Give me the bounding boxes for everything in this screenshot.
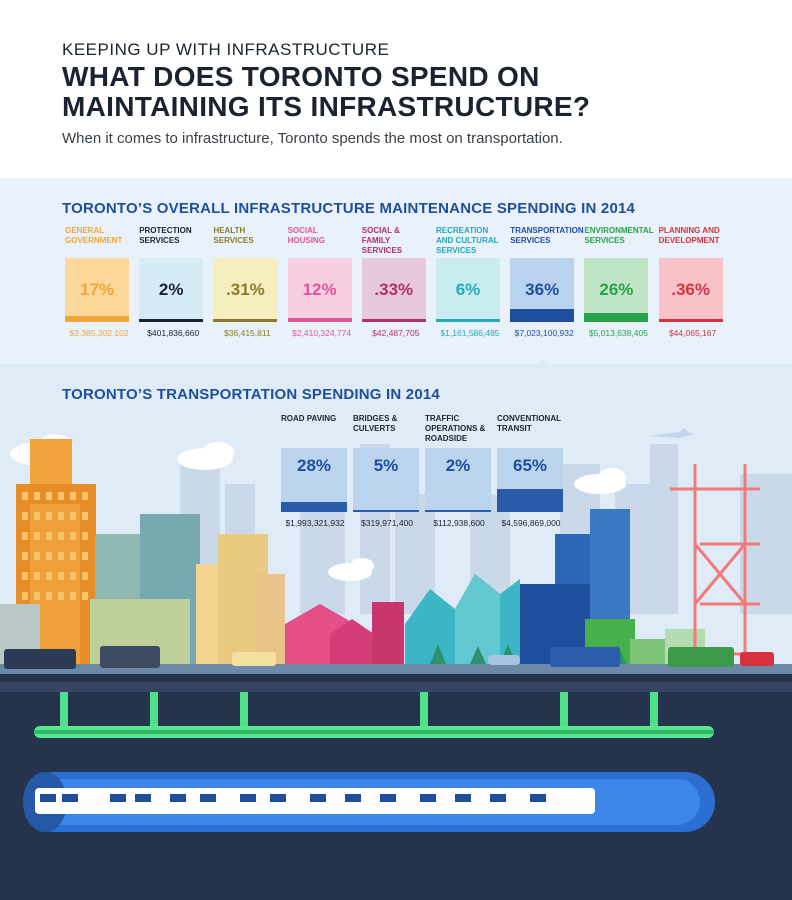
- bar: [584, 313, 649, 322]
- overall-category: RECREATION AND CULTURAL SERVICES 6% $1,161…: [436, 226, 502, 338]
- bar: [213, 319, 278, 322]
- bar-box: 28%: [281, 448, 347, 512]
- title-line-1: WHAT DOES TORONTO SPEND ON: [62, 61, 540, 92]
- amount-label: $2,410,324,774: [292, 328, 352, 338]
- kicker: KEEPING UP WITH INFRASTRUCTURE: [62, 40, 390, 59]
- percent-label: 17%: [79, 280, 115, 299]
- city-scene-illustration: [0, 428, 792, 900]
- transport-chart-title: TORONTO’S TRANSPORTATION SPENDING IN 201…: [62, 386, 440, 403]
- overall-category: GENERAL GOVERNMENT 17% $3,385,302,102: [65, 226, 131, 338]
- amount-label: $1,993,321,932: [285, 518, 345, 528]
- overall-category: TRANSPORTATION SERVICES 36% $7,023,100,932: [510, 226, 584, 338]
- bar-box: 36%: [510, 258, 575, 322]
- overall-category: ENVIRONMENTAL SERVICES 26% $5,013,638,405: [584, 226, 654, 338]
- bar-box: 2%: [139, 258, 204, 322]
- percent-label: 5%: [373, 456, 399, 475]
- bar: [658, 319, 723, 322]
- category-label: SOCIAL HOUSING: [287, 226, 325, 245]
- bar-box: 2%: [425, 448, 491, 512]
- panel-notch: [533, 358, 551, 367]
- bar-box: .31%: [213, 258, 278, 322]
- category-label: TRANSPORTATION SERVICES: [510, 226, 584, 245]
- bar-box: 65%: [497, 448, 563, 512]
- category-label: HEALTH SERVICES: [213, 226, 254, 245]
- bar: [65, 316, 129, 322]
- overall-category: HEALTH SERVICES .31% $36,415,811: [213, 226, 279, 338]
- amount-label: $112,938,600: [433, 518, 485, 528]
- overall-category: PROTECTION SERVICES 2% $401,836,660: [139, 226, 205, 338]
- percent-label: 12%: [302, 280, 337, 299]
- percent-label: 2%: [158, 280, 184, 299]
- transport-category: BRIDGES & CULVERTS 5% $319,971,400: [353, 414, 419, 528]
- percent-label: 65%: [512, 456, 548, 475]
- page-title: WHAT DOES TORONTO SPEND ON MAINTAINING I…: [62, 62, 590, 122]
- subtitle: When it comes to infrastructure, Toronto…: [62, 130, 563, 147]
- percent-label: 26%: [599, 280, 634, 299]
- bar: [139, 319, 204, 322]
- bar: [361, 319, 426, 322]
- bar-box: 12%: [287, 258, 352, 322]
- transport-category: CONVENTIONAL TRANSIT 65% $4,596,869,000: [497, 414, 563, 528]
- transport-category: TRAFFIC OPERATIONS & ROADSIDE 2% $112,938,…: [425, 414, 491, 528]
- bar: [281, 502, 347, 512]
- bar-box: .33%: [361, 258, 426, 322]
- category-label: TRAFFIC OPERATIONS & ROADSIDE: [425, 414, 486, 443]
- amount-label: $44,065,167: [668, 328, 717, 338]
- bar-box: 17%: [65, 258, 129, 322]
- category-label: PROTECTION SERVICES: [139, 226, 192, 245]
- category-label: RECREATION AND CULTURAL SERVICES: [436, 226, 499, 255]
- category-label: ENVIRONMENTAL SERVICES: [584, 226, 654, 245]
- title-line-2: MAINTAINING ITS INFRASTRUCTURE?: [62, 91, 591, 122]
- bar-box: .36%: [658, 258, 723, 322]
- category-label: SOCIAL & FAMILY SERVICES: [361, 226, 403, 255]
- category-label: PLANNING AND DEVELOPMENT: [658, 226, 720, 245]
- bar-box: 6%: [436, 258, 500, 322]
- category-label: ROAD PAVING: [281, 414, 337, 423]
- percent-label: 28%: [296, 456, 332, 475]
- percent-label: 6%: [455, 280, 481, 299]
- amount-label: $4,596,869,000: [501, 518, 561, 528]
- header: KEEPING UP WITH INFRASTRUCTURE WHAT DOES…: [0, 0, 792, 178]
- category-label: BRIDGES & CULVERTS: [353, 414, 398, 433]
- percent-label: 2%: [445, 456, 471, 475]
- overall-category: PLANNING AND DEVELOPMENT .36% $44,065,167: [658, 226, 725, 338]
- percent-label: 36%: [525, 280, 560, 299]
- percent-label: .33%: [374, 280, 414, 299]
- overall-chart-title: TORONTO’S OVERALL INFRASTRUCTURE MAINTEN…: [62, 200, 636, 217]
- amount-label: $36,415,811: [224, 328, 271, 338]
- amount-label: $42,487,705: [372, 328, 420, 338]
- bar: [287, 318, 352, 322]
- percent-label: .31%: [226, 280, 265, 299]
- amount-label: $3,385,302,102: [69, 328, 129, 338]
- bar: [510, 309, 575, 322]
- bar: [436, 319, 500, 322]
- bar-box: 5%: [353, 448, 419, 512]
- amount-label: $5,013,638,405: [588, 328, 648, 338]
- amount-label: $1,161,586,485: [440, 328, 500, 338]
- amount-label: $401,836,660: [147, 328, 200, 338]
- percent-label: .36%: [671, 280, 710, 299]
- category-label: CONVENTIONAL TRANSIT: [497, 414, 561, 433]
- bar-box: 26%: [584, 258, 649, 322]
- transport-category: ROAD PAVING 28% $1,993,321,932: [281, 414, 347, 528]
- amount-label: $7,023,100,932: [514, 328, 574, 338]
- bar: [353, 510, 419, 512]
- bar: [497, 489, 563, 512]
- amount-label: $319,971,400: [361, 518, 413, 528]
- bar: [425, 510, 491, 512]
- category-label: GENERAL GOVERNMENT: [65, 226, 123, 245]
- overall-category: SOCIAL HOUSING 12% $2,410,324,774: [287, 226, 354, 338]
- overall-category: SOCIAL & FAMILY SERVICES .33% $42,487,705: [361, 226, 428, 338]
